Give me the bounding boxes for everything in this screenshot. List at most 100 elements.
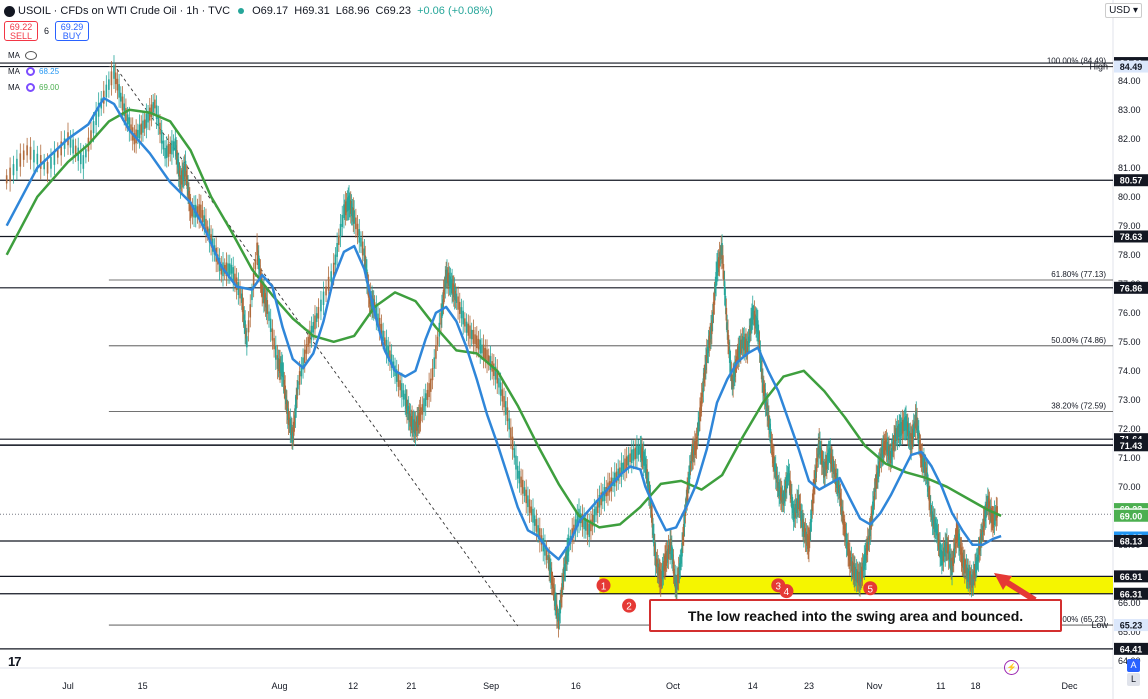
candle-body (672, 559, 675, 574)
y-tick-label: 82.00 (1118, 134, 1141, 144)
candle-body (828, 447, 831, 457)
candle-body (433, 357, 436, 369)
candle-body (125, 108, 127, 122)
candle-body (970, 574, 973, 588)
candle-body (778, 482, 780, 497)
candle-body (795, 504, 797, 513)
candle-body (186, 175, 189, 190)
candle-body (175, 145, 177, 157)
candle-body (732, 373, 734, 388)
settings-icon[interactable] (26, 67, 35, 76)
candle-body (703, 372, 705, 384)
candle-body (666, 548, 669, 561)
candle-body (341, 214, 344, 227)
candle-body (849, 557, 852, 567)
candle-body (322, 291, 325, 305)
candle-body (516, 465, 519, 479)
candle-body (837, 478, 839, 493)
candle-body (629, 453, 631, 463)
symbol-logo-icon (4, 5, 15, 17)
candle-body (845, 533, 848, 547)
candle-body (664, 555, 666, 570)
price-tag (1114, 174, 1148, 187)
candle-body (440, 312, 442, 325)
candle-body (74, 145, 77, 156)
candle-body (791, 494, 793, 509)
candle-body (351, 206, 354, 218)
lightning-icon[interactable]: ⚡ (1004, 660, 1019, 675)
price-tag (1114, 509, 1148, 522)
x-tick-label: Aug (272, 681, 288, 691)
indicator-ma-2[interactable]: MA 68.25 (8, 67, 59, 76)
candle-body (648, 481, 650, 496)
candle-body (787, 467, 790, 478)
candle-body (289, 418, 292, 433)
candle-body (920, 452, 923, 464)
candle-body (290, 424, 292, 435)
candle-body (841, 506, 843, 517)
candle-body (852, 562, 855, 576)
currency-selector[interactable]: USD ▾ (1105, 3, 1142, 18)
candle-body (347, 197, 349, 211)
y-tick-label: 75.00 (1118, 337, 1141, 347)
candle-body (678, 563, 681, 575)
candle-body (206, 226, 209, 235)
candle-body (294, 404, 297, 418)
candle-body (876, 472, 878, 482)
candle-body (751, 305, 754, 320)
candle-body (234, 273, 236, 285)
candle-body (200, 204, 202, 218)
candle-body (474, 334, 476, 345)
candle-body (178, 170, 181, 182)
buy-button[interactable]: 69.29 BUY (55, 21, 90, 41)
candle-body (846, 540, 849, 550)
auto-scale-button[interactable]: A (1127, 659, 1140, 672)
log-scale-button[interactable]: L (1127, 673, 1140, 686)
candle-body (768, 423, 771, 434)
candle-body (822, 460, 825, 474)
candle-body (677, 566, 680, 581)
candle-body (810, 509, 813, 523)
eye-icon[interactable] (25, 51, 37, 60)
candle-body (336, 242, 338, 257)
candle-body (864, 552, 866, 566)
candle-body (639, 443, 642, 455)
candle-body (349, 200, 352, 214)
candle-body (564, 557, 567, 572)
candle-body (263, 292, 266, 304)
candle-body (954, 536, 957, 549)
symbol-title[interactable]: USOIL · CFDs on WTI Crude Oil · 1h · TVC (18, 5, 231, 17)
candle-body (617, 468, 619, 481)
indicator-ma-3[interactable]: MA 69.00 (8, 83, 59, 92)
candle-body (917, 425, 919, 436)
candle-body (19, 153, 22, 167)
candle-body (364, 255, 367, 269)
candle-body (900, 423, 903, 432)
candle-body (697, 421, 700, 436)
candle-body (874, 481, 877, 492)
candle-body (782, 496, 785, 506)
sell-button[interactable]: 69.22 SELL (4, 21, 38, 41)
candle-body (745, 338, 747, 353)
indicator-ma-1[interactable]: MA (8, 51, 37, 60)
candle-body (987, 495, 989, 507)
candle-body (416, 417, 418, 431)
settings-icon[interactable] (26, 83, 35, 92)
x-tick-label: Oct (666, 681, 681, 691)
tradingview-logo[interactable]: 17 (8, 654, 22, 669)
candle-body (404, 393, 407, 406)
candle-body (353, 210, 355, 224)
candle-body (511, 436, 514, 450)
candle-body (663, 560, 665, 572)
candle-body (232, 267, 235, 282)
candle-body (691, 449, 694, 462)
candle-body (624, 458, 626, 472)
candle-body (182, 170, 184, 180)
candle-body (742, 336, 745, 349)
candle-body (739, 343, 741, 355)
candle-body (751, 312, 753, 325)
candle-body (848, 548, 850, 561)
candle-body (836, 476, 838, 489)
candle-body (460, 307, 463, 319)
